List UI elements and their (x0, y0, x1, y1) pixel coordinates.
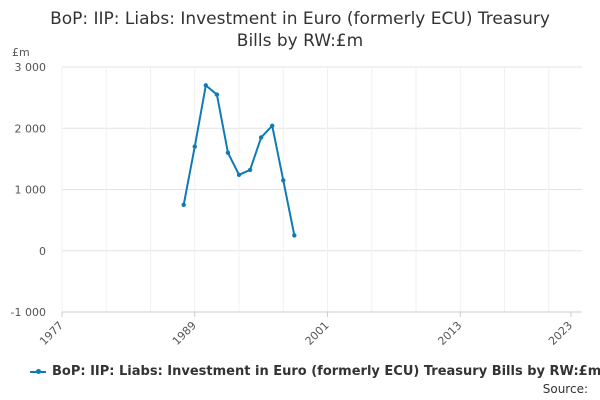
data-point[interactable] (281, 178, 286, 183)
data-point[interactable] (225, 150, 231, 155)
chart-title-line-1: BoP: IIP: Liabs: Investment in Euro (for… (50, 9, 550, 29)
data-point[interactable] (236, 172, 242, 177)
data-point[interactable] (214, 92, 220, 97)
data-point[interactable] (258, 135, 264, 140)
x-tick-label: 2023 (546, 319, 575, 348)
x-tick-label: 2001 (303, 319, 332, 348)
legend-swatch (30, 367, 46, 377)
axes: £m -1 000 0 1 000 2 000 3 000 1977 1989 2001 2013… (11, 46, 582, 348)
series-layer (181, 83, 297, 238)
x-tick-label: 1989 (170, 319, 199, 348)
y-tick-label: 3 000 (15, 61, 47, 74)
y-tick-label: -1 000 (11, 306, 46, 319)
legend: BoP: IIP: Liabs: Investment in Euro (for… (30, 364, 600, 379)
data-point[interactable] (292, 233, 297, 238)
grid (61, 66, 582, 313)
data-point[interactable] (247, 167, 253, 173)
data-point[interactable] (192, 144, 197, 149)
data-point[interactable] (270, 123, 275, 128)
x-tick-label: 1977 (37, 319, 66, 348)
y-axis-unit-label: £m (12, 46, 30, 59)
data-point[interactable] (181, 202, 186, 208)
y-tick-label: 2 000 (15, 122, 47, 135)
chart-title: BoP: IIP: Liabs: Investment in Euro (for… (0, 8, 600, 52)
x-tick-label: 2013 (435, 319, 464, 348)
y-tick-label: 0 (39, 245, 46, 258)
source-label: Source: (542, 382, 588, 396)
chart-title-line-2: Bills by RW:£m (236, 31, 364, 51)
y-tick-label: 1 000 (15, 184, 47, 197)
data-point[interactable] (203, 83, 209, 88)
legend-label: BoP: IIP: Liabs: Investment in Euro (for… (52, 364, 600, 379)
